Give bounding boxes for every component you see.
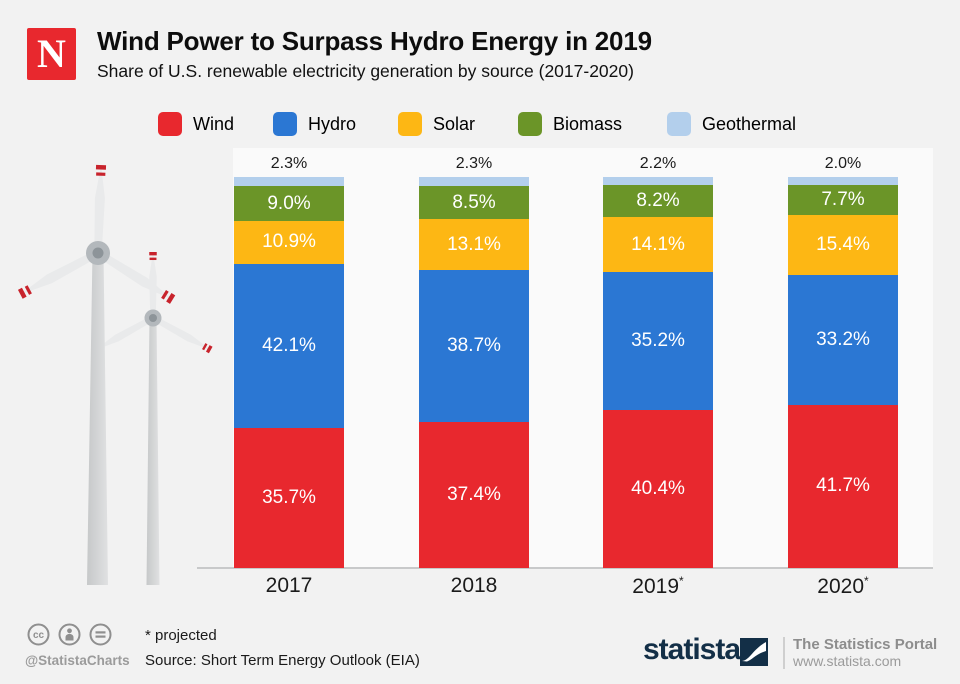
- bar-segment-solar-2019: 14.1%: [603, 217, 713, 273]
- cc-icon: cc: [27, 623, 50, 646]
- newsweek-logo: N: [27, 28, 76, 80]
- x-axis-line: [197, 567, 933, 569]
- value-label-wind-2018: 37.4%: [447, 483, 501, 505]
- value-label-biomass-2017: 9.0%: [267, 192, 311, 214]
- bar-segment-biomass-2018: 8.5%: [419, 185, 529, 220]
- attribution-icon: [58, 623, 81, 646]
- x-axis-label-2017: 2017: [265, 574, 313, 597]
- statista-url: www.statista.com: [793, 653, 902, 669]
- bar-segment-wind-2019: 40.4%: [603, 410, 713, 568]
- x-axis-label-2019: 2019*: [632, 574, 684, 598]
- bar-segment-hydro-2020: 33.2%: [788, 275, 898, 405]
- wind-turbines-illustration: [17, 164, 213, 585]
- value-label-hydro-2017: 42.1%: [262, 335, 316, 357]
- statista-logo-mark: [740, 638, 768, 666]
- legend-label-wind: Wind: [193, 113, 235, 134]
- turbine-large: [17, 164, 176, 585]
- legend-label-biomass: Biomass: [553, 113, 623, 134]
- legend-label-solar: Solar: [433, 113, 476, 134]
- legend-swatch-wind: [158, 112, 182, 136]
- svg-text:cc: cc: [33, 630, 45, 641]
- bar-segment-hydro-2017: 42.1%: [234, 263, 344, 429]
- value-label-wind-2020: 41.7%: [816, 475, 870, 497]
- value-label-biomass-2019: 8.2%: [636, 190, 680, 212]
- statista-tagline: The Statistics Portal: [793, 636, 938, 653]
- x-axis-label-2018: 2018: [450, 574, 498, 597]
- value-label-hydro-2018: 38.7%: [447, 335, 501, 357]
- value-label-geothermal-2020: 2.0%: [824, 155, 862, 172]
- value-label-geothermal-2017: 2.3%: [270, 155, 308, 172]
- bar-segment-wind-2020: 41.7%: [788, 404, 898, 568]
- footnote: * projected: [145, 627, 217, 644]
- turbine-small: [93, 252, 213, 585]
- bar-segment-geothermal-2020: [788, 177, 898, 185]
- bar-segment-geothermal-2019: [603, 176, 713, 186]
- value-label-solar-2018: 13.1%: [447, 233, 501, 255]
- value-label-hydro-2019: 35.2%: [631, 330, 685, 352]
- source-text: Source: Short Term Energy Outlook (EIA): [145, 652, 420, 669]
- value-label-wind-2017: 35.7%: [262, 487, 316, 509]
- legend-swatch-biomass: [518, 112, 542, 136]
- page-title: Wind Power to Surpass Hydro Energy in 20…: [97, 26, 652, 56]
- value-label-biomass-2020: 7.7%: [821, 188, 865, 210]
- newsweek-logo-letter: N: [37, 31, 66, 76]
- legend-item-geothermal: Geothermal: [667, 111, 796, 137]
- bar-segment-hydro-2018: 38.7%: [419, 270, 529, 422]
- bar-segment-geothermal-2018: [419, 177, 529, 186]
- bar-segment-geothermal-2017: [234, 177, 344, 186]
- legend-item-solar: Solar: [398, 111, 475, 137]
- bar-segment-wind-2018: 37.4%: [419, 421, 529, 568]
- statista-logo-text: statista: [643, 633, 741, 666]
- bar-segment-solar-2020: 15.4%: [788, 214, 898, 276]
- value-label-solar-2019: 14.1%: [631, 233, 685, 255]
- bar-segment-solar-2018: 13.1%: [419, 219, 529, 271]
- value-label-biomass-2018: 8.5%: [452, 191, 496, 213]
- value-label-hydro-2020: 33.2%: [816, 329, 870, 351]
- bar-segment-biomass-2017: 9.0%: [234, 185, 344, 222]
- legend-label-hydro: Hydro: [308, 113, 357, 134]
- value-label-wind-2019: 40.4%: [631, 478, 685, 499]
- legend-item-biomass: Biomass: [518, 111, 622, 137]
- page-subtitle: Share of U.S. renewable electricity gene…: [97, 61, 634, 81]
- no-derivatives-icon: [89, 623, 112, 646]
- legend-swatch-hydro: [273, 112, 297, 136]
- legend-swatch-geothermal: [667, 112, 691, 136]
- value-label-geothermal-2019: 2.2%: [639, 154, 677, 172]
- x-axis-label-2020: 2020*: [817, 574, 869, 598]
- legend-item-hydro: Hydro: [273, 111, 356, 137]
- statista-handle: @StatistaCharts: [25, 653, 130, 668]
- legend-swatch-solar: [398, 112, 422, 136]
- value-label-solar-2020: 15.4%: [816, 234, 870, 256]
- bar-segment-wind-2017: 35.7%: [234, 428, 344, 568]
- value-label-geothermal-2018: 2.3%: [455, 155, 493, 172]
- bar-segment-solar-2017: 10.9%: [234, 221, 344, 264]
- value-label-solar-2017: 10.9%: [262, 231, 316, 253]
- bar-segment-biomass-2019: 8.2%: [603, 185, 713, 218]
- legend-label-geothermal: Geothermal: [702, 113, 797, 134]
- cc-license-icons: cc: [27, 623, 112, 646]
- legend-item-wind: Wind: [158, 111, 234, 137]
- brand-divider: [783, 637, 785, 669]
- bar-segment-biomass-2020: 7.7%: [788, 184, 898, 215]
- bar-segment-hydro-2019: 35.2%: [603, 272, 713, 411]
